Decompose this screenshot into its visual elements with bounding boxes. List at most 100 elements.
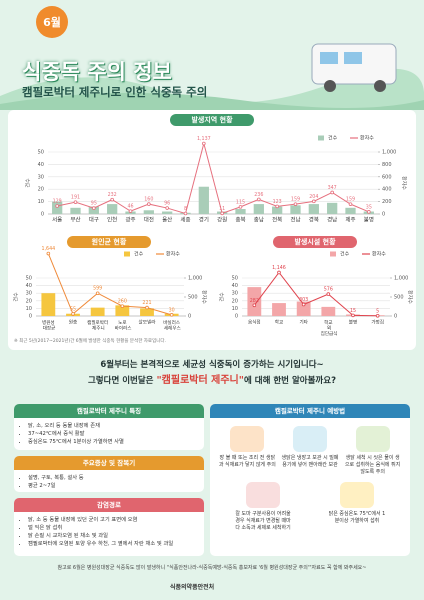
- list-item: 닭, 소 등 동물 내장에 있던 균이 고기 표면에 오염: [28, 516, 198, 524]
- bar: [321, 306, 336, 316]
- text: 그렇다면 이번달은: [87, 376, 157, 386]
- data-label: 576: [324, 287, 333, 293]
- line: [57, 141, 370, 215]
- prevention-text: 생닭은 냉장고 보관 시 밀폐용기에 넣어 맨아래칸 보관: [281, 455, 339, 468]
- x-tick-label: 전북: [272, 216, 282, 224]
- y-tick-label: 20: [232, 298, 238, 304]
- bar: [272, 206, 283, 214]
- title-pill: [273, 236, 357, 248]
- legend-label: 환자수: [166, 251, 180, 258]
- y-tick-label: 40: [26, 283, 32, 289]
- point: [312, 199, 316, 204]
- x-tick-label: 기타: [299, 319, 308, 326]
- organization: 식품의약품안전처: [170, 584, 215, 591]
- text: 에 대해 한번 알아볼까요?: [243, 376, 336, 386]
- data-label: 96: [164, 201, 170, 207]
- box-title: 감염경로: [14, 498, 204, 512]
- x-tick-label: 노로 바이러스: [113, 320, 131, 332]
- point: [238, 205, 243, 209]
- point: [71, 312, 75, 316]
- symptoms-box: 주요증상 및 잠복기설명, 구토, 복통, 설사 등평균 2~7일: [14, 456, 204, 492]
- bar: [162, 211, 173, 214]
- x-tick-label: 강원: [217, 216, 227, 224]
- point: [301, 302, 306, 307]
- point: [277, 270, 281, 275]
- chart-panel: [8, 110, 416, 350]
- point: [46, 251, 51, 256]
- x-tick-label: 불명: [364, 217, 374, 224]
- title: 식중독 주의 정보: [22, 60, 172, 84]
- list-item: 설명, 구토, 복통, 설사 등: [28, 474, 198, 482]
- prevention-item: 칼 도마 구분사용이 어려울 경우 식재료가 변경될 때마다 소독과 세제로 세…: [234, 480, 292, 532]
- bar: [90, 307, 105, 316]
- bar: [107, 204, 118, 214]
- point: [73, 200, 78, 204]
- data-label: 260: [118, 299, 127, 305]
- x-tick-label: 세종: [180, 216, 190, 224]
- point: [275, 204, 279, 209]
- line: [253, 271, 378, 317]
- box-title: 주요증상 및 잠복기: [14, 456, 204, 470]
- point: [120, 304, 125, 308]
- x-tick-label: 경남: [327, 216, 337, 224]
- highlight: "캠필로박터 제주니": [156, 375, 244, 386]
- x-tick-label: 충남: [254, 216, 264, 224]
- prevention-item: 생닭 세척 시 씻은 물이 생으로 섭취하는 음식에 튀지 않도록 주의: [344, 424, 402, 476]
- data-label: 236: [254, 192, 263, 198]
- data-label: 11: [219, 206, 225, 212]
- data-label: 35: [366, 204, 372, 210]
- bar: [308, 204, 319, 214]
- legend-label: 건수: [340, 251, 350, 258]
- point: [330, 190, 334, 195]
- x-tick-label: 캠필로박터 제주니: [87, 319, 108, 332]
- bar: [198, 186, 209, 214]
- list-item: 덜 익은 닭 섭취: [28, 524, 198, 532]
- y-tick-label: 0: [29, 314, 32, 320]
- icon: [246, 482, 280, 508]
- list: 설명, 구토, 복통, 설사 등평균 2~7일: [20, 474, 198, 490]
- header-art: [0, 43, 424, 110]
- y-tick-label: 30: [38, 174, 44, 180]
- icon: [230, 426, 265, 452]
- chart-title: 원인균 현황: [92, 237, 127, 246]
- bar: [290, 205, 301, 214]
- point: [348, 202, 353, 206]
- prevention-text: 닭은 중심온도 75℃에서 1분이상 가열하여 섭취: [328, 511, 386, 524]
- y2-tick-label: 800: [382, 162, 392, 168]
- prevention-item: 닭은 중심온도 75℃에서 1분이상 가열하여 섭취: [328, 480, 386, 532]
- point: [55, 204, 59, 208]
- x-tick-label: 대구: [89, 216, 99, 224]
- point: [128, 209, 133, 213]
- y-tick-label: 30: [232, 291, 238, 297]
- list-item: 중심온도 75℃에서 1분이상 가열하면 사멸: [28, 438, 198, 446]
- x-tick-label: 학교 외 집단급식: [319, 319, 337, 337]
- bar: [272, 303, 286, 316]
- x-tick-label: 음식점: [248, 319, 261, 326]
- month-badge: 6월: [36, 6, 68, 38]
- point: [147, 202, 151, 206]
- y2-axis-label: 환자수: [201, 290, 208, 304]
- prevention-items: 장 볼 때 또는 조리 전 생닭과 식재료가 닿지 않게 주의 생닭은 냉장고 보…: [216, 422, 404, 536]
- point: [169, 313, 174, 317]
- y2-tick-label: 500: [394, 295, 404, 301]
- x-tick-label: 대전: [144, 216, 154, 224]
- x-tick-label: 원충: [69, 319, 77, 326]
- data-label: 1,137: [197, 136, 211, 142]
- bar: [88, 206, 99, 214]
- x-tick-label: 병원성 대장균: [41, 319, 55, 332]
- y-tick-label: 20: [38, 187, 44, 193]
- prevention-item: 생닭은 냉장고 보관 시 밀폐용기에 넣어 맨아래칸 보관: [281, 424, 339, 476]
- data-label: 8: [184, 206, 187, 212]
- list-item: 평균 2~7일: [28, 482, 198, 490]
- bar: [70, 207, 81, 214]
- point: [145, 305, 149, 310]
- x-tick-label: 불명: [349, 319, 357, 326]
- y2-axis-label: 환자수: [401, 176, 408, 190]
- y-tick-label: 50: [232, 276, 238, 282]
- point: [367, 210, 371, 214]
- point: [165, 206, 169, 210]
- y2-tick-label: 400: [382, 187, 392, 193]
- x-tick-label: 광주: [125, 217, 135, 224]
